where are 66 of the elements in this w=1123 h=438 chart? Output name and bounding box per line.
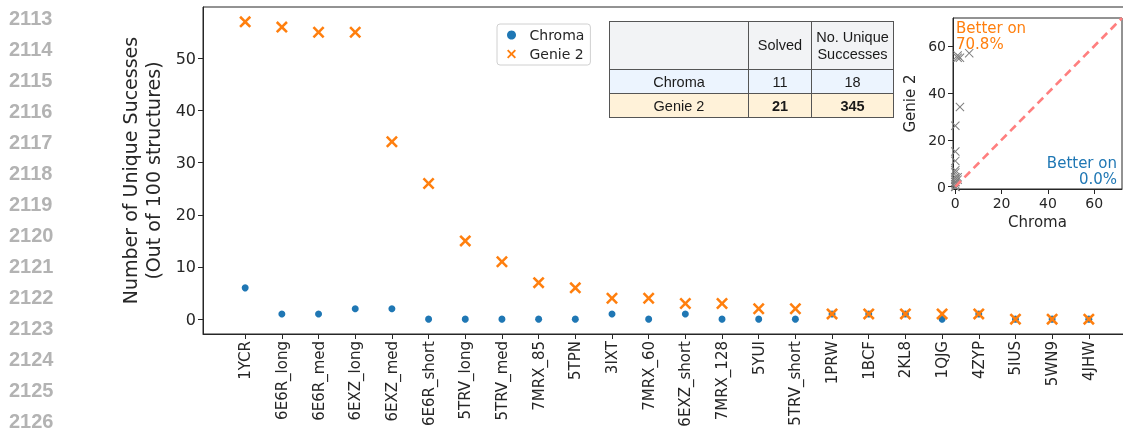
text: 2114 <box>9 37 53 61</box>
x-tick-label: 5WN9 <box>1043 341 1062 387</box>
series-label: No. Unique Successes <box>811 21 894 70</box>
x-tick-label: 3IXT <box>602 340 621 375</box>
x-tick-label: 40 <box>1039 195 1057 211</box>
y-tick-label: 40 <box>928 84 946 101</box>
x-tick-label: 4ZYP <box>969 341 988 380</box>
y-tick-label: 0 <box>185 309 196 329</box>
x-tick-label: 0 <box>950 195 960 211</box>
x-tick-label: 5TPN <box>566 341 585 380</box>
text: 2120 <box>9 223 54 247</box>
x-tick-label: 6E6R_long <box>272 341 292 420</box>
x-tick-label: 6E6R_med <box>309 341 329 421</box>
text: 2116 <box>9 99 53 123</box>
annotation: Better on 0.0% <box>1046 154 1117 188</box>
text: 2125 <box>9 378 54 402</box>
y-tick-label: 20 <box>928 131 946 148</box>
data-label: 21 <box>748 93 812 118</box>
y-tick-label: 30 <box>175 153 196 173</box>
text: 2113 <box>9 6 53 30</box>
x-tick-label: 6EXZ_med <box>382 341 402 422</box>
x-tick-label: 1QJG <box>933 341 952 379</box>
data-label: 18 <box>811 69 894 94</box>
x-tick-label: 7MRX_85 <box>529 341 549 411</box>
y-tick-label: 60 <box>928 38 946 55</box>
x-tick-label: 1YCR <box>236 341 255 380</box>
series-label: Solved <box>748 21 812 70</box>
x-tick-label: 7MRX_60 <box>639 341 659 411</box>
text: 2124 <box>9 347 54 371</box>
legend-label: Chroma <box>529 27 585 43</box>
text: 2117 <box>9 130 53 154</box>
x-tick-label: 1BCF <box>859 341 878 380</box>
category-label: Chroma <box>609 69 749 94</box>
text: 2115 <box>9 68 53 92</box>
x-tick-label: 4JHW <box>1079 340 1098 382</box>
legend-label: Genie 2 <box>529 46 584 62</box>
y-tick-label: 0 <box>937 178 946 195</box>
x-tick-label: 2KL8 <box>896 341 915 379</box>
text: 2119 <box>9 192 53 216</box>
text: 2122 <box>9 285 54 309</box>
y-tick-label: 10 <box>175 257 196 277</box>
x-tick-label: 60 <box>1085 195 1104 211</box>
x-tick-label: 20 <box>992 195 1011 211</box>
x-axis-title: Chroma <box>1008 213 1067 232</box>
text: 2121 <box>9 254 54 278</box>
x-tick-label: 5TRV_short <box>786 340 806 426</box>
y-axis-title: Genie 2 <box>900 74 919 133</box>
y-axis-title: Number of Unique Sucesses (Out of 100 structures) <box>119 36 165 305</box>
x-tick-label: 5IUS <box>1006 341 1025 376</box>
x-tick-label: 6EXZ_long <box>346 341 366 421</box>
x-tick-label: 6EXZ_short <box>676 340 696 427</box>
annotation: Better on 70.8% <box>956 19 1027 53</box>
x-tick-label: 7MRX_128 <box>713 341 733 421</box>
text: 2126 <box>9 409 54 433</box>
x-tick-label: 5TRV_long <box>456 341 476 420</box>
y-tick-label: 50 <box>175 48 196 68</box>
x-tick-label: 5TRV_med <box>492 341 512 421</box>
x-tick-label: 6E6R_short <box>419 340 439 427</box>
data-label: 345 <box>811 93 894 118</box>
text: 2118 <box>9 161 53 185</box>
data-label: 11 <box>748 69 812 94</box>
text: 2123 <box>9 316 54 340</box>
y-tick-label: 40 <box>175 101 196 121</box>
x-tick-label: 1PRW <box>823 340 842 385</box>
category-label: Genie 2 <box>609 93 749 118</box>
x-tick-label: 5YUI <box>749 341 768 376</box>
